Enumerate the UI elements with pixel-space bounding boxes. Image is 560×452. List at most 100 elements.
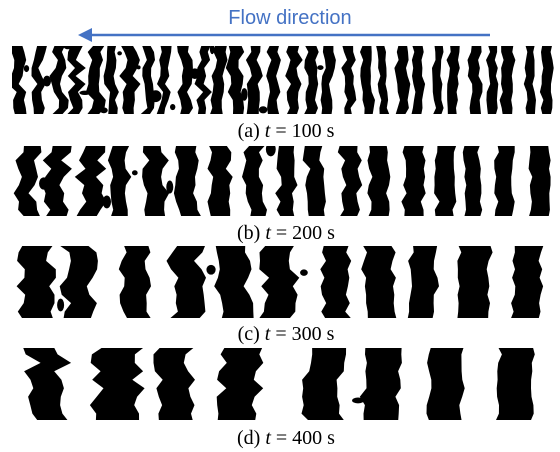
stripe <box>177 44 193 116</box>
blob <box>150 90 162 102</box>
stripe <box>367 144 390 218</box>
stripe <box>75 144 106 218</box>
stripe <box>266 44 281 116</box>
stripe <box>401 144 425 218</box>
blob <box>132 170 138 175</box>
blob <box>24 65 29 72</box>
stripe <box>494 144 515 218</box>
stripe <box>66 44 86 116</box>
blob <box>57 299 64 312</box>
caption-variable: t <box>265 427 271 449</box>
caption-label: (a) <box>238 120 260 142</box>
stripe <box>108 144 131 218</box>
stripe <box>154 346 196 422</box>
stripe <box>540 44 554 116</box>
stripe <box>320 244 352 320</box>
stripe-image <box>14 142 551 218</box>
stripe <box>208 144 233 218</box>
caption-rest: = 200 s <box>276 222 335 244</box>
stripe <box>486 44 498 116</box>
figure: Flow direction (a) t = 100 s (b) t = 200 … <box>0 0 560 452</box>
stripe <box>104 44 119 116</box>
stripe <box>529 144 551 218</box>
stripe <box>167 244 207 320</box>
stripe-image <box>8 43 554 116</box>
stripe <box>174 144 202 218</box>
stripe <box>302 346 347 422</box>
caption-variable: t <box>265 222 271 244</box>
caption-rest: = 100 s <box>275 120 334 142</box>
panel-caption: (d) t = 400 s <box>237 427 335 449</box>
stripe <box>394 44 410 116</box>
stripe <box>376 44 390 116</box>
stripe <box>434 144 457 218</box>
stripe <box>338 144 362 218</box>
panel-caption: (b) t = 200 s <box>237 222 335 244</box>
stripes <box>17 244 544 320</box>
blob <box>300 269 308 275</box>
stripe <box>432 44 444 116</box>
stripe <box>427 346 465 422</box>
stripe <box>195 44 212 116</box>
stripe <box>495 346 535 422</box>
stripe <box>275 144 297 218</box>
stripe <box>407 244 439 320</box>
blob <box>317 65 323 70</box>
caption-label: (b) <box>237 222 260 244</box>
stripe <box>23 346 72 422</box>
stripe <box>360 346 402 422</box>
caption-label: (d) <box>237 427 260 449</box>
caption-label: (c) <box>238 323 260 345</box>
stripe <box>17 244 56 320</box>
stripe <box>447 44 460 116</box>
stripe <box>500 44 516 116</box>
blob <box>206 265 215 275</box>
stripe-image <box>23 346 535 422</box>
stripe <box>14 144 42 218</box>
stripe <box>246 44 263 116</box>
stripe <box>119 244 152 320</box>
blob <box>170 104 175 110</box>
flow-title: Flow direction <box>228 7 351 29</box>
stripe <box>42 144 72 218</box>
stripe <box>321 44 336 116</box>
stripe <box>510 244 544 320</box>
blob <box>266 142 276 156</box>
blob <box>259 106 268 113</box>
stripe <box>258 244 299 320</box>
stripes <box>8 43 554 116</box>
caption-rest: = 300 s <box>275 323 334 345</box>
stripe <box>303 44 319 116</box>
stripe <box>142 144 169 218</box>
blob <box>137 65 141 69</box>
stripe <box>156 44 172 116</box>
stripe <box>457 244 492 320</box>
stripe <box>463 144 482 218</box>
stripe <box>468 44 483 116</box>
stripe <box>217 346 264 422</box>
stripe <box>86 44 106 116</box>
caption-variable: t <box>265 120 271 142</box>
stripes <box>23 346 535 422</box>
blob <box>43 76 51 87</box>
stripe <box>50 44 69 116</box>
blob <box>241 88 248 101</box>
stripe <box>8 44 27 116</box>
stripe-image <box>17 244 544 320</box>
caption-variable: t <box>265 323 271 345</box>
stripes <box>14 142 551 218</box>
stripe <box>361 244 397 320</box>
stripe <box>90 346 146 422</box>
blob <box>103 195 111 208</box>
stripe <box>209 44 227 116</box>
stripe <box>242 144 267 218</box>
stripe <box>214 244 254 320</box>
stripe <box>524 44 536 116</box>
stripe <box>226 44 244 116</box>
stripe <box>119 44 140 116</box>
stripe <box>411 44 425 116</box>
panel-caption: (c) t = 300 s <box>238 323 335 345</box>
stripe <box>285 44 303 116</box>
stripe <box>139 44 155 116</box>
caption-rest: = 400 s <box>276 427 335 449</box>
